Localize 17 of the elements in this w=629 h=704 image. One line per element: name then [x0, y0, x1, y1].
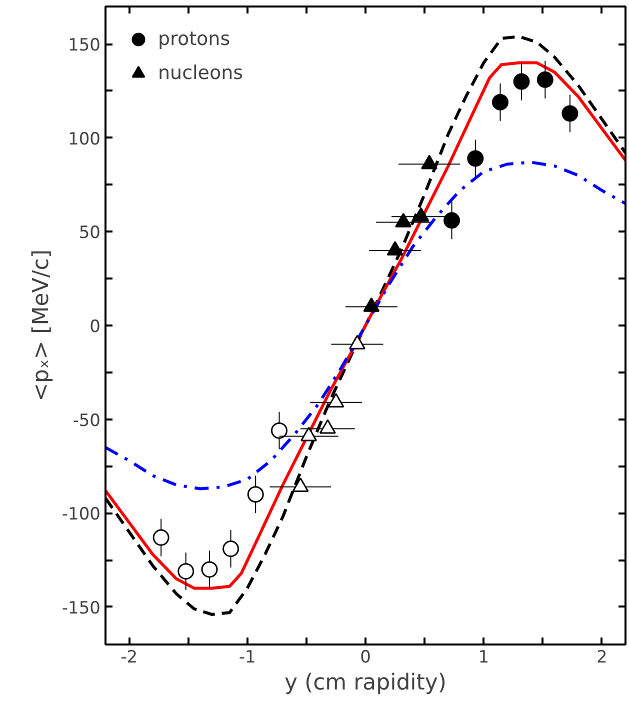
y-axis-title: <pₓ> [MeV/c]: [28, 250, 54, 402]
y-tick-label: 100: [68, 129, 101, 150]
y-tick-label: 0: [90, 317, 101, 337]
y-tick-label: -150: [62, 598, 101, 618]
x-tick-label: 2: [596, 648, 608, 668]
x-tick-label: -1: [238, 648, 256, 668]
x-tick-label: 1: [478, 648, 490, 668]
y-tick-label: 150: [68, 36, 101, 56]
y-tick-label: 50: [78, 223, 101, 244]
legend-label: nucleons: [158, 62, 244, 84]
x-axis-title: y (cm rapidity): [284, 670, 447, 696]
y-tick-label: -50: [72, 410, 101, 431]
x-tick-label: -2: [120, 648, 138, 668]
y-tick-label: -100: [62, 504, 101, 525]
x-tick-label: 0: [360, 648, 371, 668]
line-series: [106, 160, 626, 490]
legend-label: protons: [158, 28, 230, 50]
